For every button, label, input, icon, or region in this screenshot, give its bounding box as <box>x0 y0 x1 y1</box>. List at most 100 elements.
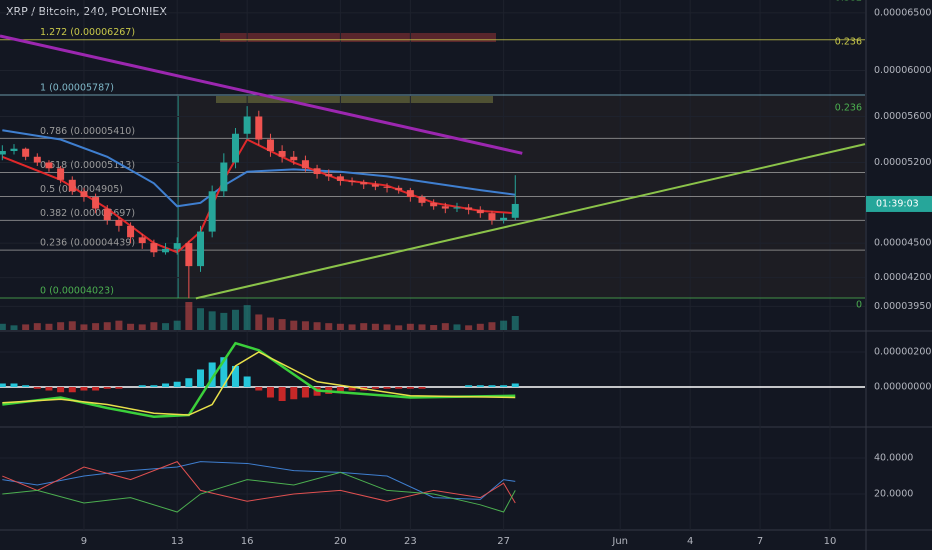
volume-bar <box>290 320 298 330</box>
volume-bar <box>92 323 100 330</box>
macd-histogram-bar <box>488 385 496 387</box>
candle-body <box>80 191 88 198</box>
candle-body <box>301 160 309 169</box>
candle-body <box>488 213 496 221</box>
x-tick-label: 27 <box>497 536 510 547</box>
volume-bar <box>336 323 344 330</box>
macd-histogram-bar <box>10 383 18 387</box>
candle-body <box>150 243 158 253</box>
volume-bar <box>162 323 170 330</box>
y-tick-label: 0.00005600 <box>874 111 931 122</box>
candle-body <box>441 206 449 209</box>
volume-bar <box>68 321 76 330</box>
volume-bar <box>441 323 449 330</box>
indicator-line <box>2 129 516 208</box>
y-tick-label: 0.00000000 <box>874 381 931 392</box>
volume-bar <box>301 321 309 330</box>
macd-histogram-bar <box>255 386 263 391</box>
candle-body <box>33 156 41 163</box>
macd-histogram-bar <box>173 381 181 387</box>
candle-body <box>92 197 100 209</box>
volume-bar <box>418 324 426 330</box>
macd-histogram-bar <box>243 376 251 387</box>
candle-body <box>255 116 263 140</box>
candle-body <box>395 187 403 191</box>
volume-bar <box>208 311 216 330</box>
fib-label: 0.618 (0.00005113) <box>40 160 135 171</box>
macd-histogram-bar <box>0 383 6 387</box>
volume-bar <box>430 325 438 330</box>
macd-histogram-bar <box>348 386 356 391</box>
volume-bar <box>185 302 193 330</box>
candle-body <box>220 162 228 192</box>
candle-body <box>231 133 239 163</box>
candle-body <box>313 168 321 175</box>
volume-bar <box>313 322 321 330</box>
volume-bar <box>488 322 496 330</box>
macd-histogram-bar <box>383 386 391 389</box>
indicator-line <box>0 34 523 155</box>
macd-histogram-bar <box>465 385 473 387</box>
macd-histogram-bar <box>266 386 274 398</box>
candle-body <box>406 190 414 198</box>
fib-label: 1.272 (0.00006267) <box>40 27 135 38</box>
candle-body <box>162 248 170 253</box>
fib-label: 0.5 (0.00004905) <box>40 184 123 195</box>
volume-bar <box>453 324 461 330</box>
macd-histogram-bar <box>476 385 484 387</box>
x-tick-label: 10 <box>824 536 837 547</box>
candle-body <box>266 139 274 152</box>
candle-body <box>208 191 216 232</box>
dmi-line <box>2 461 516 504</box>
candle-body <box>68 179 76 192</box>
volume-bar <box>383 324 391 330</box>
x-tick-label: 20 <box>334 536 347 547</box>
highlight-box <box>216 96 493 103</box>
candle-body <box>430 202 438 207</box>
candle-body <box>45 162 53 169</box>
volume-bar <box>348 324 356 330</box>
macd-histogram-bar <box>103 386 111 389</box>
macd-histogram-bar <box>220 357 228 387</box>
macd-histogram-bar <box>197 369 205 387</box>
countdown-box <box>866 195 932 212</box>
fib-right-label: 0.236 <box>835 103 862 114</box>
y-tick-label: 0.00005200 <box>874 157 931 168</box>
candle-body <box>22 148 30 157</box>
chart-title: XRP / Bitcoin, 240, POLONIEX <box>6 5 167 18</box>
macd-histogram-bar <box>231 365 239 387</box>
fib-label: 0.786 (0.00005410) <box>40 126 135 137</box>
y-tick-label: 40.0000 <box>874 453 913 464</box>
macd-histogram-bar <box>115 386 123 389</box>
fib-zone <box>178 96 865 298</box>
candle-body <box>511 203 519 218</box>
macd-line <box>2 341 516 419</box>
dmi-line <box>2 461 516 500</box>
candle-body <box>57 168 65 180</box>
candle-body <box>500 217 508 221</box>
dmi-line <box>2 471 516 513</box>
volume-bar <box>150 322 158 330</box>
macd-histogram-bar <box>92 386 100 391</box>
countdown: 01:39:03 <box>876 198 919 209</box>
volume-bar <box>465 325 473 330</box>
candle-body <box>336 176 344 181</box>
candle-body <box>383 186 391 188</box>
indicator-line <box>195 143 866 300</box>
x-tick-label: 9 <box>81 536 87 547</box>
fib-right-label: 0.236 <box>835 37 862 48</box>
fib-label: 0.382 (0.00004697) <box>40 208 135 219</box>
volume-bar <box>476 323 484 330</box>
fib-label: 0 (0.00004023) <box>40 286 114 297</box>
x-tick-label: 4 <box>687 536 693 547</box>
x-tick-label: 16 <box>241 536 254 547</box>
volume-bar <box>33 323 41 330</box>
candle-body <box>348 180 356 183</box>
candle-body <box>0 151 6 155</box>
candle-body <box>115 220 123 226</box>
macd-histogram-bar <box>395 386 403 389</box>
volume-bar <box>243 305 251 330</box>
candle-body <box>360 182 368 185</box>
